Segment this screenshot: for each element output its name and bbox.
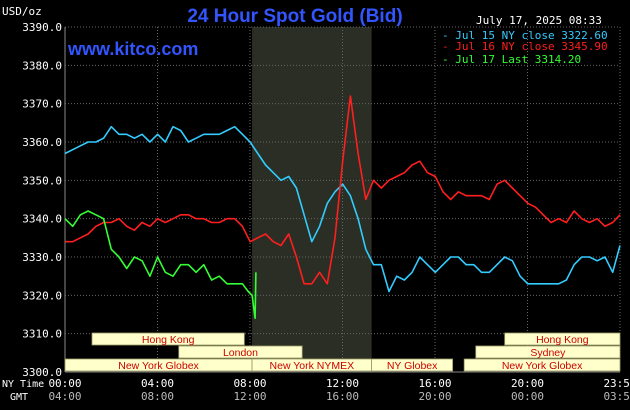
y-axis-tick-labels: 3300.0 3310.0 3320.0 3330.0 3340.0 3350.0 3360… bbox=[22, 21, 62, 379]
x-tick-label-ny: 08:00 bbox=[233, 377, 266, 390]
y-tick-label: 3310.0 bbox=[22, 328, 62, 341]
legend-item-jul16: - Jul 16 NY close 3345.90 bbox=[442, 40, 608, 53]
session-label: New York Globex bbox=[502, 360, 583, 372]
series-layer bbox=[64, 95, 621, 320]
y-unit-label: USD/oz bbox=[2, 5, 42, 18]
y-tick-label: 3330.0 bbox=[22, 251, 62, 264]
x-axis-tick-labels: 00:0004:0004:0008:0008:0012:0012:0016:00… bbox=[48, 377, 630, 403]
x-tick-label-gmt: 04:00 bbox=[48, 390, 81, 403]
session-box bbox=[178, 345, 303, 359]
session-box bbox=[463, 358, 621, 372]
session-box bbox=[475, 345, 621, 359]
website-label: www.kitco.com bbox=[67, 39, 198, 59]
y-tick-label: 3340.0 bbox=[22, 213, 62, 226]
session-box bbox=[91, 332, 245, 346]
session-label: Hong Kong bbox=[536, 334, 589, 346]
x-tick-label-gmt: 20:00 bbox=[418, 390, 451, 403]
x-tick-label-gmt: 12:00 bbox=[233, 390, 266, 403]
x-tick-label-ny: 12:00 bbox=[326, 377, 359, 390]
series-line-1 bbox=[65, 95, 621, 285]
session-box bbox=[371, 358, 454, 372]
x-tick-label-gmt: 03:59 bbox=[603, 390, 630, 403]
session-box bbox=[504, 332, 621, 346]
nymex-session-highlight bbox=[252, 27, 372, 372]
grid-lines bbox=[64, 26, 621, 373]
x-tick-label-gmt: 08:00 bbox=[141, 390, 174, 403]
x-tick-label-ny: 04:00 bbox=[141, 377, 174, 390]
session-label: Hong Kong bbox=[142, 334, 195, 346]
session-label: New York NYMEX bbox=[270, 360, 355, 372]
y-tick-label: 3360.0 bbox=[22, 136, 62, 149]
session-label: Sydney bbox=[530, 347, 566, 359]
y-tick-label: 3300.0 bbox=[22, 366, 62, 379]
x-tick-label-gmt: 00:00 bbox=[511, 390, 544, 403]
gmt-row-label: GMT bbox=[10, 392, 28, 403]
session-label: New York Globex bbox=[118, 360, 199, 372]
legend-item-jul15: - Jul 15 NY close 3322.60 bbox=[442, 29, 608, 42]
y-tick-label: 3350.0 bbox=[22, 174, 62, 187]
trading-sessions: Hong Kong London New York Globex New York N… bbox=[64, 332, 621, 372]
x-tick-label-ny: 23:59 bbox=[603, 377, 630, 390]
x-tick-label-ny: 16:00 bbox=[418, 377, 451, 390]
y-tick-label: 3320.0 bbox=[22, 289, 62, 302]
legend-item-jul17: - Jul 17 Last 3314.20 bbox=[442, 53, 581, 66]
x-tick-label-gmt: 16:00 bbox=[326, 390, 359, 403]
y-tick-label: 3370.0 bbox=[22, 98, 62, 111]
date-label: July 17, 2025 08:33 bbox=[476, 14, 602, 27]
session-label: London bbox=[223, 347, 258, 359]
series-line-0 bbox=[64, 125, 621, 293]
series-line-2 bbox=[64, 210, 257, 320]
chart-title: 24 Hour Spot Gold (Bid) bbox=[187, 6, 402, 27]
y-tick-label: 3390.0 bbox=[22, 21, 62, 34]
x-tick-label-ny: 20:00 bbox=[511, 377, 544, 390]
session-label: NY Globex bbox=[387, 360, 438, 372]
y-tick-label: 3380.0 bbox=[22, 59, 62, 72]
x-tick-label-ny: 00:00 bbox=[48, 377, 81, 390]
ny-time-row-label: NY Time bbox=[2, 379, 44, 390]
legend: - Jul 15 NY close 3322.60 - Jul 16 NY cl… bbox=[442, 29, 608, 66]
